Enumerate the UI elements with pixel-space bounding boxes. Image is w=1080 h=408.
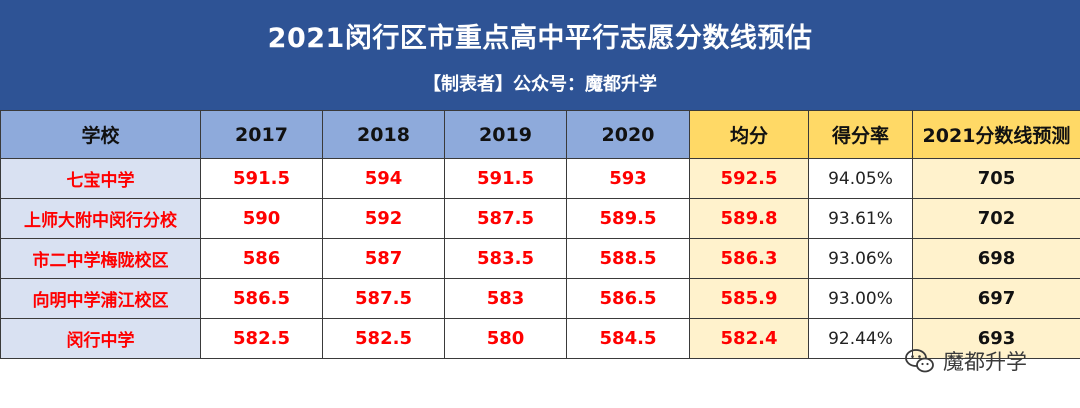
prediction-cell: 705: [912, 158, 1080, 199]
column-header-2017: 2017: [200, 110, 323, 159]
score-2020-cell: 589.5: [566, 198, 690, 239]
table-header-row: 学校 2017 2018 2019 2020 均分 得分率 2021分数线预测: [0, 110, 1080, 159]
column-header-score-rate: 得分率: [808, 110, 913, 159]
score-2017-cell: 591.5: [200, 158, 323, 199]
table-row: 七宝中学 591.5 594 591.5 593 592.5 94.05% 70…: [0, 158, 1080, 199]
column-header-average: 均分: [689, 110, 809, 159]
score-2017-cell: 586.5: [200, 278, 323, 319]
average-cell: 586.3: [689, 238, 809, 279]
score-rate-cell: 92.44%: [808, 318, 913, 359]
table-row: 市二中学梅陇校区 586 587 583.5 588.5 586.3 93.06…: [0, 238, 1080, 279]
score-2019-cell: 591.5: [444, 158, 567, 199]
average-cell: 592.5: [689, 158, 809, 199]
column-header-2018: 2018: [322, 110, 445, 159]
page-subtitle: 【制表者】公众号：魔都升学: [423, 74, 657, 95]
score-2019-cell: 587.5: [444, 198, 567, 239]
average-cell: 585.9: [689, 278, 809, 319]
column-header-2021-prediction: 2021分数线预测: [912, 110, 1080, 159]
average-cell: 582.4: [689, 318, 809, 359]
school-name-cell: 向明中学浦江校区: [0, 278, 201, 319]
score-2018-cell: 587.5: [322, 278, 445, 319]
score-table: 学校 2017 2018 2019 2020 均分 得分率 2021分数线预测 …: [0, 110, 1080, 359]
score-2020-cell: 586.5: [566, 278, 690, 319]
prediction-cell: 698: [912, 238, 1080, 279]
prediction-cell: 702: [912, 198, 1080, 239]
score-2018-cell: 592: [322, 198, 445, 239]
score-rate-cell: 93.61%: [808, 198, 913, 239]
score-2018-cell: 587: [322, 238, 445, 279]
score-2017-cell: 586: [200, 238, 323, 279]
score-rate-cell: 93.00%: [808, 278, 913, 319]
score-2020-cell: 593: [566, 158, 690, 199]
school-name-cell: 七宝中学: [0, 158, 201, 199]
watermark-label: 魔都升学: [943, 350, 1027, 374]
column-header-2019: 2019: [444, 110, 567, 159]
school-name-cell: 闵行中学: [0, 318, 201, 359]
score-2019-cell: 583: [444, 278, 567, 319]
score-2019-cell: 583.5: [444, 238, 567, 279]
score-rate-cell: 94.05%: [808, 158, 913, 199]
score-2018-cell: 582.5: [322, 318, 445, 359]
table-row: 向明中学浦江校区 586.5 587.5 583 586.5 585.9 93.…: [0, 278, 1080, 319]
column-header-2020: 2020: [566, 110, 690, 159]
page-title: 2021闵行区市重点高中平行志愿分数线预估: [267, 23, 813, 54]
prediction-cell: 697: [912, 278, 1080, 319]
score-2020-cell: 584.5: [566, 318, 690, 359]
average-cell: 589.8: [689, 198, 809, 239]
score-2017-cell: 590: [200, 198, 323, 239]
score-2018-cell: 594: [322, 158, 445, 199]
score-2019-cell: 580: [444, 318, 567, 359]
school-name-cell: 市二中学梅陇校区: [0, 238, 201, 279]
column-header-school: 学校: [0, 110, 201, 159]
wechat-watermark: 魔都升学: [905, 343, 1027, 379]
score-2020-cell: 588.5: [566, 238, 690, 279]
wechat-icon: [905, 348, 935, 374]
title-banner: 2021闵行区市重点高中平行志愿分数线预估 【制表者】公众号：魔都升学: [0, 0, 1080, 110]
school-name-cell: 上师大附中闵行分校: [0, 198, 201, 239]
table-row: 上师大附中闵行分校 590 592 587.5 589.5 589.8 93.6…: [0, 198, 1080, 239]
score-2017-cell: 582.5: [200, 318, 323, 359]
score-rate-cell: 93.06%: [808, 238, 913, 279]
prediction-cell: 693: [912, 318, 1080, 359]
table-row: 闵行中学 582.5 582.5 580 584.5 582.4 92.44% …: [0, 318, 1080, 359]
